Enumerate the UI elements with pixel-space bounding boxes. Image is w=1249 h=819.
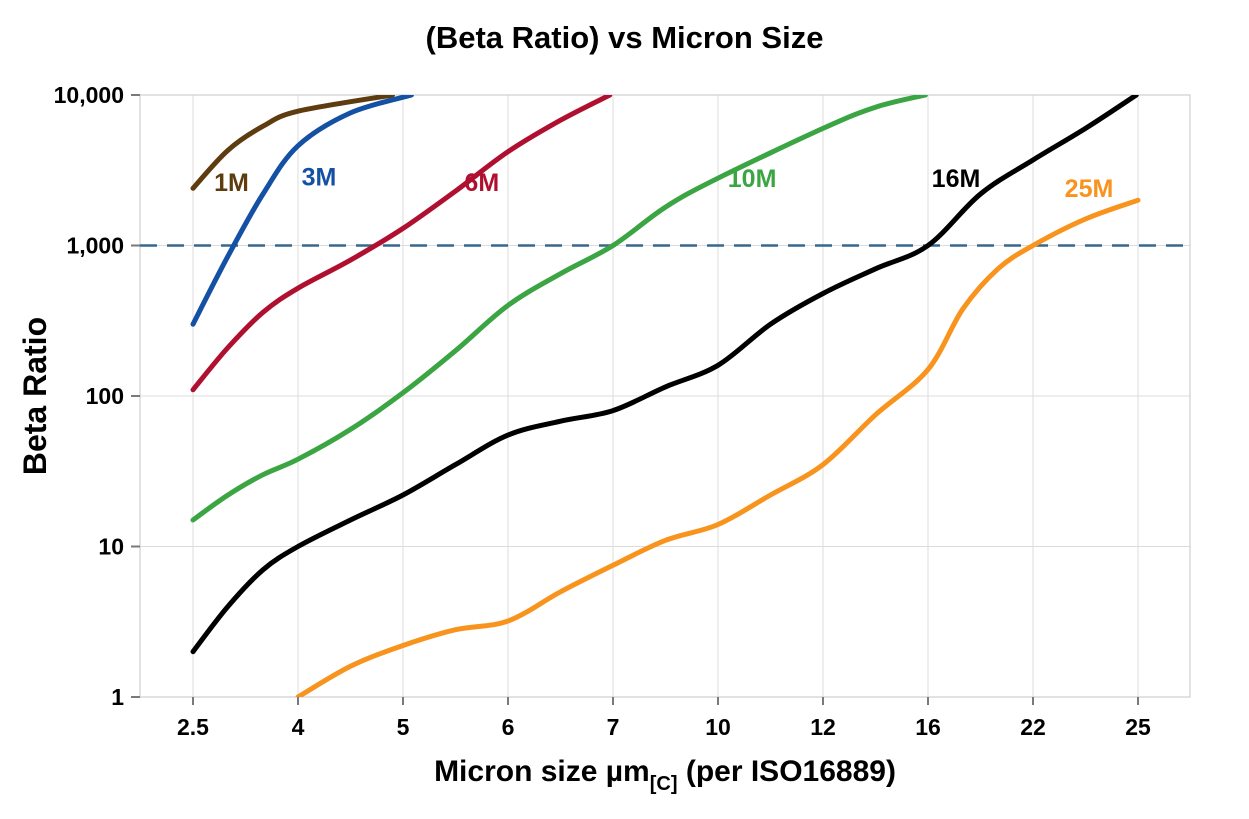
- series-label-6M: 6M: [464, 169, 499, 197]
- series-line-16M: [190, 95, 1139, 655]
- x-tick-label-6: 6: [502, 714, 515, 740]
- y-axis-label: Beta Ratio: [17, 317, 53, 475]
- series-curves: [190, 95, 1141, 697]
- x-tick-label-7: 7: [607, 714, 620, 740]
- y-tick-label-100: 100: [86, 383, 124, 409]
- x-tick-label-25: 25: [1125, 714, 1151, 740]
- series-line-3M: [190, 95, 414, 327]
- gridlines: [140, 94, 1190, 698]
- chart-title: (Beta Ratio) vs Micron Size: [425, 20, 824, 55]
- x-tick-label-22: 22: [1020, 714, 1046, 740]
- series-line-1M: [190, 95, 395, 191]
- x-tick-label-4: 4: [292, 714, 305, 740]
- x-axis-label: Micron size µm[C] (per ISO16889): [434, 755, 896, 795]
- x-tick-label-12: 12: [810, 714, 836, 740]
- y-tick-label-10: 10: [98, 534, 124, 560]
- x-tick-label-5: 5: [397, 714, 410, 740]
- y-tick-label-1: 1: [111, 684, 124, 710]
- series-line-6M: [190, 95, 613, 393]
- series-label-3M: 3M: [302, 164, 337, 192]
- axis-ticks: [131, 94, 1139, 705]
- series-line-25M: [295, 197, 1141, 697]
- x-tick-label-10: 10: [705, 714, 731, 740]
- y-tick-label-10,000: 10,000: [54, 82, 124, 108]
- series-line-10M: [190, 95, 928, 523]
- series-label-1M: 1M: [214, 169, 249, 197]
- series-label-25M: 25M: [1065, 175, 1114, 203]
- y-tick-label-1,000: 1,000: [66, 233, 124, 259]
- series-label-16M: 16M: [932, 165, 981, 193]
- x-tick-label-2.5: 2.5: [177, 714, 209, 740]
- x-tick-label-16: 16: [915, 714, 941, 740]
- series-label-10M: 10M: [728, 165, 777, 193]
